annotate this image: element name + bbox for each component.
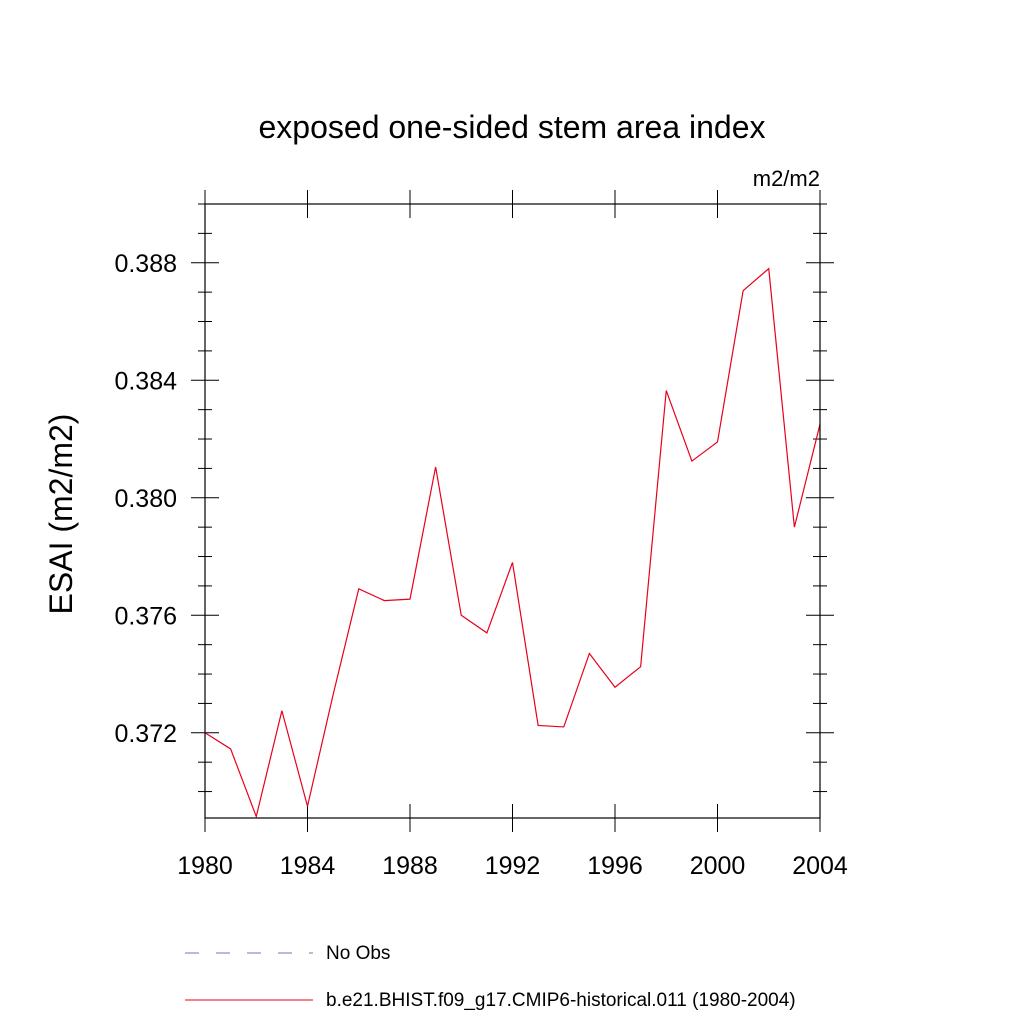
x-tick-label: 1988 xyxy=(382,852,438,880)
y-tick-label: 0.384 xyxy=(114,367,177,395)
series-layer xyxy=(204,267,821,819)
legend-label-model: b.e21.BHIST.f09_g17.CMIP6-historical.011… xyxy=(326,990,796,1011)
y-axis-label: ESAI (m2/m2) xyxy=(43,414,79,615)
series-line-1 xyxy=(204,267,821,819)
y-tick-label: 0.376 xyxy=(114,602,177,630)
y-tick-label: 0.388 xyxy=(114,250,177,278)
y-tick-label: 0.372 xyxy=(114,720,177,748)
units-label: m2/m2 xyxy=(753,166,820,191)
x-tick-label: 2000 xyxy=(690,852,746,880)
legend-label-no-obs: No Obs xyxy=(326,943,390,964)
axis-ticks xyxy=(191,190,834,832)
y-tick-label: 0.380 xyxy=(114,485,177,513)
plot-frame xyxy=(204,203,821,819)
axis-tick-labels: 1980 1984 1988 1992 1996 2000 2004 0.372 0.376 0.… xyxy=(114,250,847,880)
chart-title: exposed one-sided stem area index xyxy=(259,109,766,145)
x-tick-label: 1980 xyxy=(177,852,233,880)
x-tick-label: 1992 xyxy=(485,852,541,880)
x-tick-label: 1996 xyxy=(587,852,643,880)
x-tick-label: 1984 xyxy=(280,852,336,880)
x-tick-label: 2004 xyxy=(792,852,848,880)
legend: No Obs b.e21.BHIST.f09_g17.CMIP6-histori… xyxy=(185,943,796,1011)
